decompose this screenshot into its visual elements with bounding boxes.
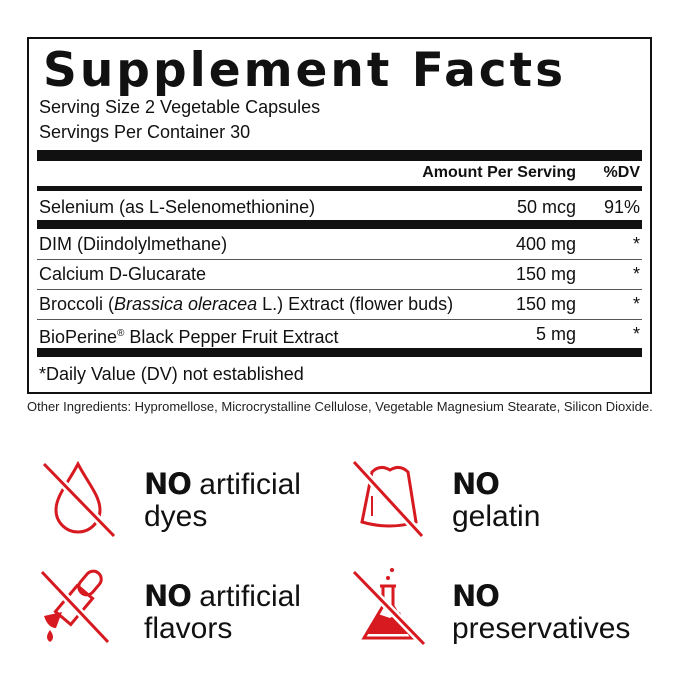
divider — [37, 220, 642, 229]
ingredient-amount: 150 mg — [515, 294, 576, 314]
divider — [37, 348, 642, 357]
table-row: Calcium D-Glucarate 150 mg * — [39, 261, 640, 287]
divider — [37, 319, 642, 320]
claim-no-gelatin: NO gelatin — [452, 467, 541, 533]
no-drop-icon — [41, 460, 117, 538]
table-row: BioPerine® Black Pepper Fruit Extract 5 … — [39, 321, 640, 347]
ingredient-name: BioPerine® Black Pepper Fruit Extract — [39, 327, 339, 347]
ingredient-dv: * — [632, 324, 640, 344]
ingredient-name: Calcium D-Glucarate — [39, 264, 207, 284]
ingredient-amount: 5 mg — [535, 324, 576, 344]
table-row: DIM (Diindolylmethane) 400 mg * — [39, 231, 640, 257]
ingredient-name: Broccoli (Brassica oleracea L.) Extract … — [39, 294, 454, 314]
ingredient-amount: 400 mg — [515, 234, 576, 254]
table-row: Broccoli (Brassica oleracea L.) Extract … — [39, 291, 640, 317]
divider — [37, 259, 642, 260]
amount-header: Amount Per Serving — [422, 164, 576, 181]
ingredient-name: DIM (Diindolylmethane) — [39, 234, 228, 254]
header-row: Amount Per Serving %DV — [39, 160, 640, 186]
other-ingredients: Other Ingredients: Hypromellose, Microcr… — [27, 399, 653, 414]
ingredient-amount: 50 mcg — [516, 197, 576, 217]
claim-no-preservatives: NO preservatives — [452, 579, 631, 645]
servings-per-container: Servings Per Container 30 — [39, 122, 251, 142]
ingredient-dv: * — [632, 264, 640, 284]
ingredient-name: Selenium (as L-Selenomethionine) — [39, 197, 316, 217]
no-dropper-icon — [39, 569, 111, 645]
divider — [37, 186, 642, 191]
ingredient-dv: * — [632, 234, 640, 254]
table-row: Selenium (as L-Selenomethionine) 50 mcg … — [39, 194, 640, 220]
serving-size: Serving Size 2 Vegetable Capsules — [39, 97, 321, 117]
footnote: *Daily Value (DV) not established — [39, 364, 304, 384]
no-flask-icon — [351, 568, 427, 646]
ingredient-amount: 150 mg — [515, 264, 576, 284]
no-gelatin-icon — [351, 459, 425, 538]
dv-header: %DV — [603, 164, 640, 181]
supplement-facts-panel: Supplement Facts Serving Size 2 Vegetabl… — [27, 37, 652, 394]
ingredient-dv: * — [632, 294, 640, 314]
panel-title: Supplement Facts — [43, 43, 567, 98]
claim-no-artificial-dyes: NO artificial dyes — [144, 467, 301, 533]
claim-no-artificial-flavors: NO artificial flavors — [144, 579, 301, 645]
divider — [37, 289, 642, 290]
divider — [37, 150, 642, 161]
ingredient-dv: 91% — [603, 197, 640, 217]
